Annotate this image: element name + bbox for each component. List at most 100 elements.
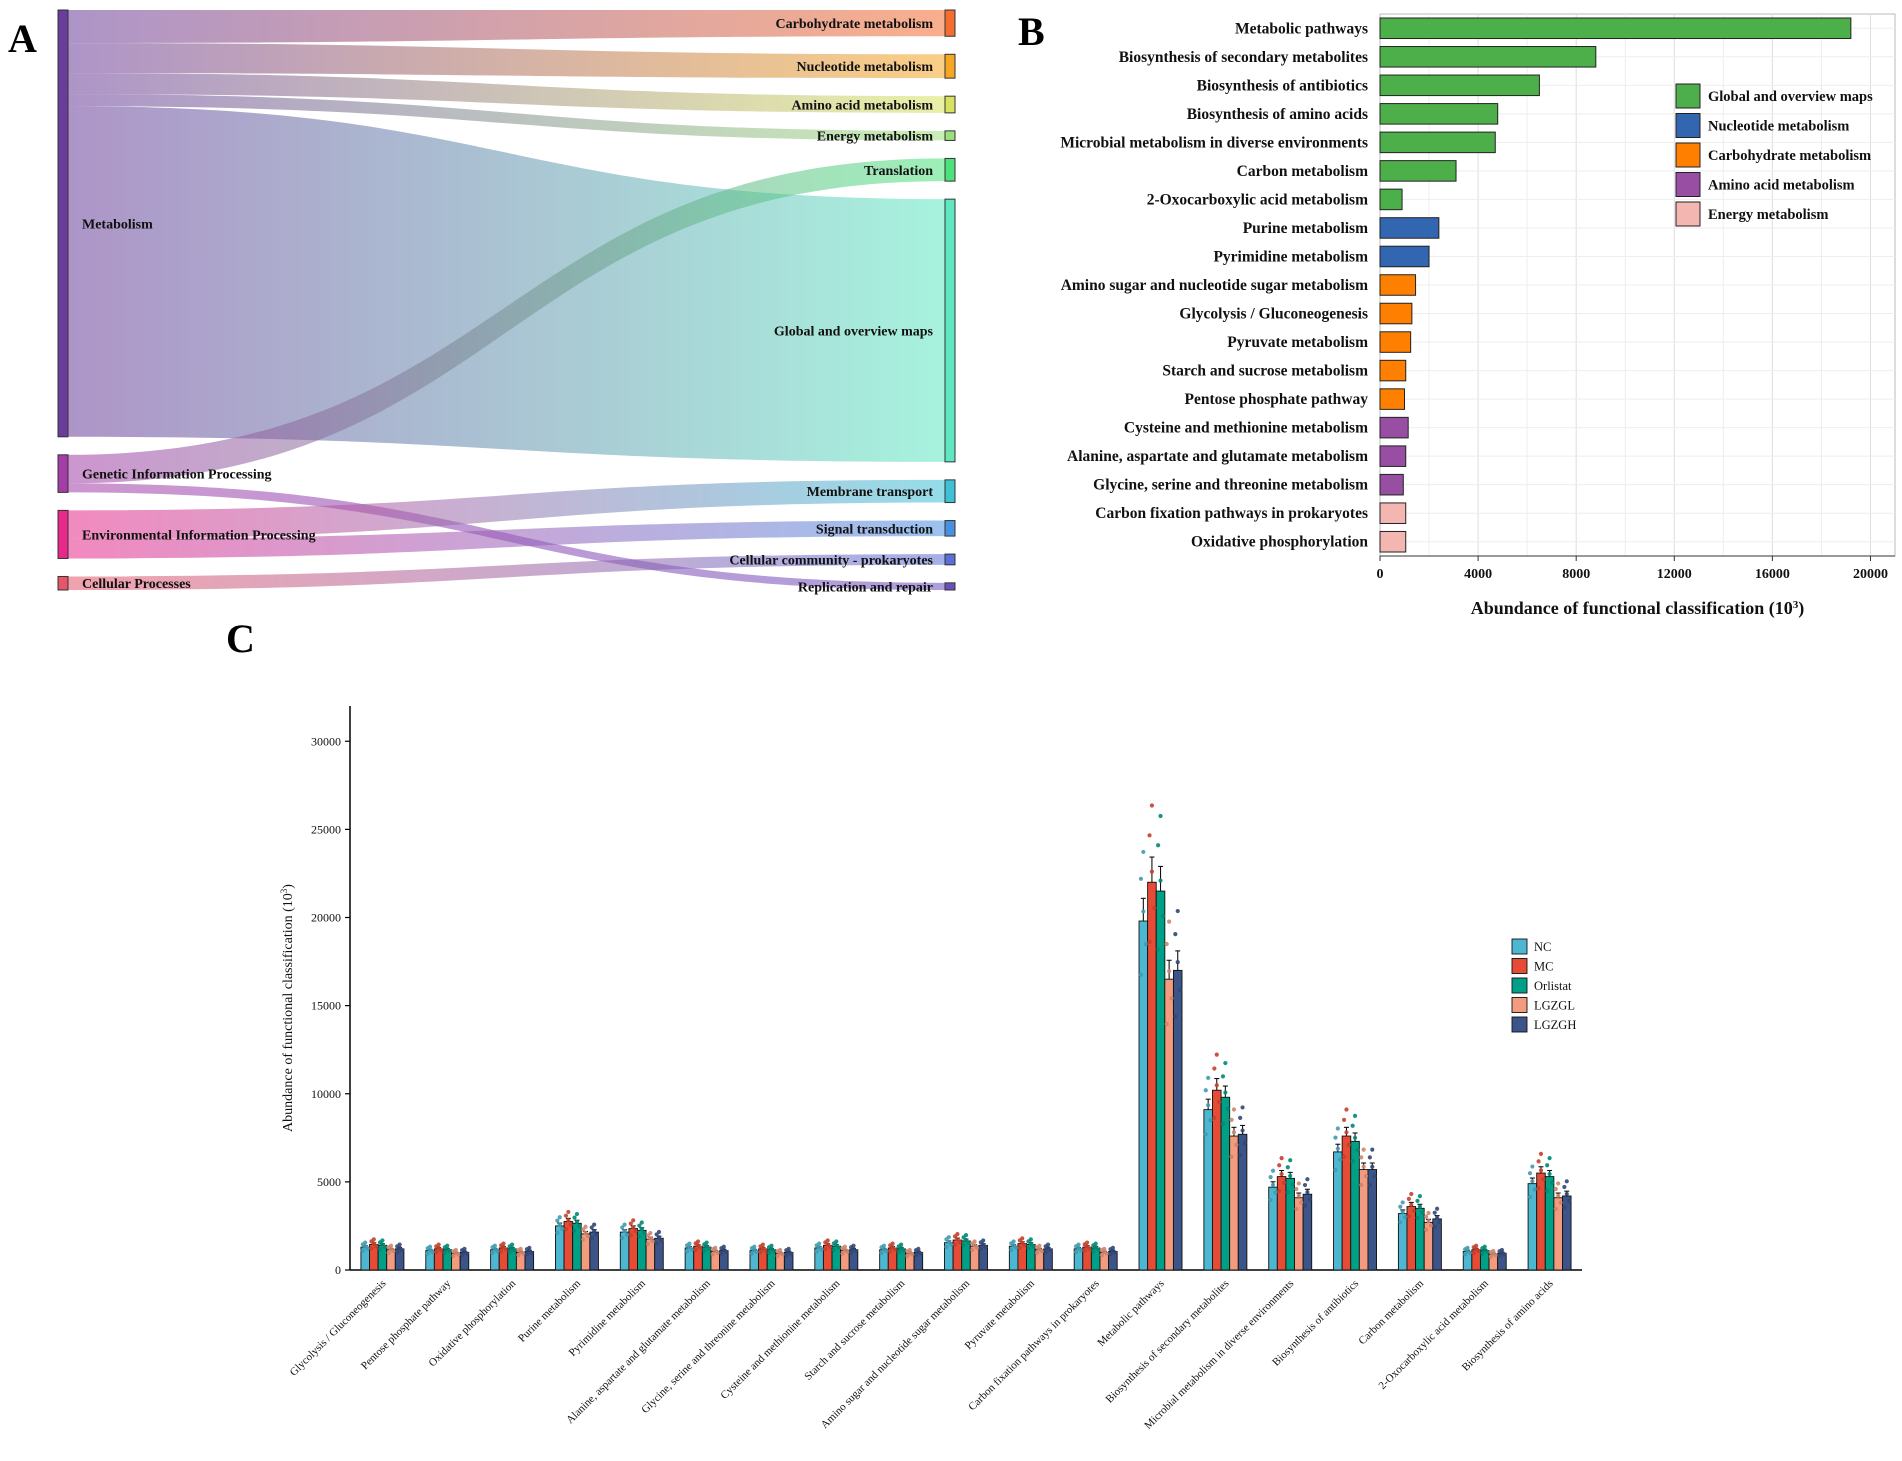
b-legend: Global and overview maps Nucleotide metab…	[1675, 83, 1873, 227]
c-sample-dot	[719, 1251, 724, 1256]
c-sample-dot	[453, 1250, 458, 1255]
c-sample-dot	[1417, 1204, 1422, 1209]
c-category-label: Biosynthesis of secondary metabolites	[1104, 1278, 1232, 1406]
c-sample-dot	[684, 1249, 690, 1254]
b-category-label: Biosynthesis of antibiotics	[1197, 77, 1368, 94]
c-sample-dot	[589, 1235, 594, 1241]
sankey-node-label: Signal transduction	[816, 522, 933, 537]
c-sample-dot	[650, 1239, 655, 1244]
b-bar-purine-metabolism	[1379, 217, 1440, 239]
b-category-label: Amino sugar and nucleotide sugar metabol…	[1061, 277, 1368, 294]
c-sample-dot	[1402, 1215, 1408, 1220]
c-sample-dot	[702, 1248, 707, 1253]
c-sample-dot	[1147, 833, 1152, 838]
c-sample-dot	[955, 1237, 960, 1242]
c-sample-dot	[1434, 1215, 1440, 1220]
c-sample-dot	[1400, 1209, 1405, 1215]
c-sample-dot	[1037, 1247, 1042, 1252]
sankey-node-label: Amino acid metabolism	[791, 99, 933, 114]
c-sample-dot	[1110, 1248, 1115, 1254]
c-sample-dot	[563, 1213, 569, 1218]
horizontal-bar-chart: Metabolic pathways Biosynthesis of second…	[1060, 13, 1896, 619]
c-sample-dot	[395, 1250, 400, 1255]
c-sample-dot	[563, 1226, 569, 1232]
c-sample-dot	[1480, 1251, 1485, 1256]
c-sample-dot	[1034, 1250, 1040, 1255]
c-sample-dot	[1398, 1220, 1403, 1225]
c-sample-dot	[490, 1250, 495, 1255]
sankey-node-nucleotide-metabolism	[944, 53, 956, 79]
c-sample-dot	[510, 1246, 515, 1251]
sankey-panel: Metabolism Genetic Information Processing…	[57, 9, 956, 595]
c-sample-dot	[1556, 1181, 1561, 1186]
c-sample-dot	[1426, 1210, 1431, 1216]
c-sample-dot	[1178, 988, 1183, 993]
c-sample-dot	[784, 1252, 789, 1258]
c-sample-dot	[377, 1247, 383, 1252]
c-sample-dot	[1567, 1198, 1572, 1203]
sankey-node-label: Carbohydrate metabolism	[776, 17, 934, 32]
c-sample-dot	[1305, 1177, 1310, 1182]
c-sample-dot	[397, 1246, 402, 1251]
c-sample-dot	[583, 1230, 588, 1235]
c-sample-dot	[842, 1247, 848, 1253]
c-sample-dot	[445, 1247, 450, 1252]
c-category-label: Carbon metabolism	[1356, 1277, 1426, 1347]
sankey-node-label: Energy metabolism	[817, 130, 934, 145]
c-sample-dot	[760, 1246, 765, 1251]
c-sample-dot	[427, 1247, 433, 1253]
c-sample-dot	[622, 1222, 627, 1227]
b-legend-label: Energy metabolism	[1708, 207, 1828, 223]
b-category-label: Pyruvate metabolism	[1227, 334, 1368, 351]
b-category-label: Glycolysis / Gluconeogenesis	[1179, 306, 1368, 323]
c-sample-dot	[1173, 932, 1178, 937]
b-bar-biosynthesis-of-amino-acids	[1379, 103, 1499, 125]
c-sample-dot	[1270, 1168, 1276, 1173]
c-y-axis-title-superscript: 3	[279, 888, 289, 893]
b-x-axis-title: Abundance of functional classification (…	[1471, 598, 1805, 619]
c-sample-dot	[633, 1229, 638, 1234]
c-sample-dot	[775, 1253, 780, 1258]
c-sample-dot	[1553, 1206, 1558, 1211]
c-y-tick-label: 30000	[311, 734, 341, 748]
b-bar-cysteine-and-methionine-metabolism	[1379, 416, 1409, 439]
b-category-label: Biosynthesis of secondary metabolites	[1119, 49, 1368, 66]
c-sample-dot	[1359, 1155, 1364, 1160]
c-sample-dot	[1527, 1194, 1533, 1200]
c-sample-dot	[1333, 1135, 1338, 1140]
c-sample-dot	[642, 1230, 647, 1236]
c-legend-swatch-mc	[1511, 958, 1528, 974]
c-legend-label: Orlistat	[1534, 979, 1572, 993]
c-sample-dot	[814, 1249, 819, 1254]
c-sample-dot	[654, 1232, 659, 1237]
c-category-label: Alanine, aspartate and glutamate metabol…	[564, 1277, 713, 1426]
c-sample-dot	[713, 1248, 718, 1254]
c-sample-dot	[1547, 1155, 1552, 1161]
b-category-label: Pentose phosphate pathway	[1185, 391, 1369, 408]
c-sample-dot	[1149, 869, 1155, 874]
c-sample-dot	[905, 1253, 910, 1258]
c-sample-dot	[637, 1223, 642, 1228]
c-sample-dot	[1426, 1219, 1431, 1224]
c-sample-dot	[961, 1243, 966, 1248]
c-sample-dot	[1499, 1250, 1505, 1255]
c-sample-dot	[1299, 1200, 1304, 1205]
c-sample-dot	[952, 1234, 958, 1239]
c-sample-dot	[881, 1247, 887, 1252]
c-sample-dot	[659, 1238, 664, 1243]
c-sample-dot	[1465, 1248, 1470, 1254]
sankey-link	[68, 520, 945, 559]
c-sample-dot	[1344, 1130, 1349, 1135]
c-y-tick-label: 25000	[311, 822, 341, 836]
c-sample-dot	[1411, 1208, 1416, 1213]
b-x-tick-label: 12000	[1657, 567, 1692, 582]
c-dots	[360, 803, 1572, 1259]
c-sample-dot	[1530, 1179, 1535, 1184]
c-sample-dot	[972, 1243, 977, 1248]
c-sample-dot	[628, 1232, 633, 1238]
c-sample-dot	[1108, 1252, 1113, 1257]
b-category-label: Oxidative phosphorylation	[1191, 534, 1368, 551]
b-category-label: Carbon metabolism	[1237, 163, 1368, 180]
c-sample-dot	[654, 1241, 659, 1246]
c-sample-dot	[589, 1225, 594, 1230]
